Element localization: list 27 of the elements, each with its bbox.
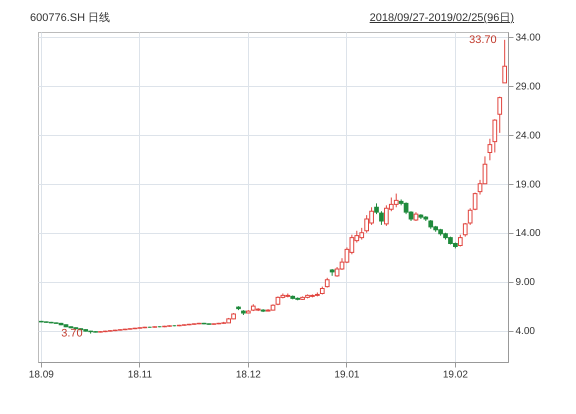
candlestick	[502, 39, 508, 84]
x-tick-label: 19.01	[334, 370, 360, 380]
x-tick-label: 18.09	[28, 370, 54, 380]
x-tick-label: 18.11	[128, 370, 152, 380]
y-tick-label: 19.00	[516, 179, 541, 190]
annotation: 33.70	[469, 34, 497, 46]
y-tick-label: 9.00	[516, 277, 536, 288]
candlestick	[374, 202, 379, 215]
candlestick	[324, 277, 330, 288]
y-tick-label: 14.00	[516, 228, 541, 240]
candlestick	[488, 138, 492, 161]
candlestick	[462, 222, 468, 238]
y-tick-label: 24.00	[516, 130, 541, 142]
candlestick	[497, 96, 502, 134]
candlestick	[458, 234, 463, 247]
annotation: 3.70	[61, 328, 83, 340]
x-tick-label: 19.02	[442, 370, 468, 380]
candlestick	[379, 210, 384, 226]
y-tick-label: 4.00	[516, 326, 536, 338]
y-tick-label: 34.00	[516, 32, 541, 44]
candlestick	[468, 208, 473, 226]
chart-title: 600776.SH 日线	[30, 11, 110, 25]
candlestick	[472, 192, 478, 211]
chart-subtitle: 2018/09/27-2019/02/25(96日)	[370, 11, 514, 25]
candlestick	[492, 118, 498, 153]
y-tick-label: 29.00	[516, 81, 541, 92]
x-tick-label: 18.12	[236, 370, 262, 380]
